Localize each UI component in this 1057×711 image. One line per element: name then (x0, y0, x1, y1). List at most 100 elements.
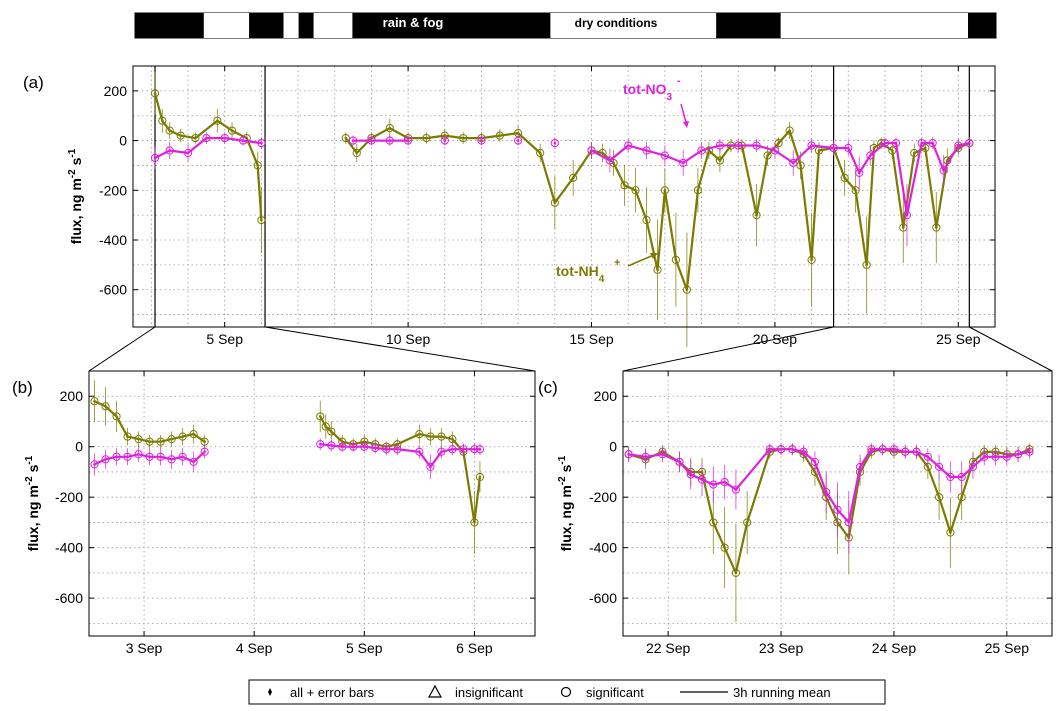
data-point-center (554, 201, 557, 204)
data-point-center (539, 152, 542, 155)
data-point-center (170, 438, 173, 441)
data-point-center (517, 132, 520, 135)
data-point-center (517, 139, 520, 142)
data-point-center (686, 288, 689, 291)
data-point-center (701, 478, 704, 481)
data-point-center (168, 149, 171, 152)
data-point-center (154, 92, 157, 95)
data-point-center (256, 164, 259, 167)
data-point-center (451, 438, 454, 441)
x-tick-label: 4 Sep (236, 640, 273, 656)
data-point-center (181, 435, 184, 438)
data-point-center (902, 226, 905, 229)
data-point-center (920, 142, 923, 145)
data-point-center (799, 164, 802, 167)
data-point-center (330, 444, 333, 447)
data-point-center (344, 137, 347, 140)
data-point-center (942, 169, 945, 172)
y-tick-label: -400 (55, 540, 83, 556)
data-point-center (847, 147, 850, 150)
weather-condition-bar (135, 13, 996, 38)
y-axis-label: flux, ng m-2 s-1 (24, 455, 41, 551)
data-point-center (935, 226, 938, 229)
legend-mean-label: 3h running mean (733, 685, 831, 700)
data-point-center (473, 448, 476, 451)
zoom-connector-b-left (89, 327, 155, 371)
data-point-center (869, 154, 872, 157)
data-point-center (385, 448, 388, 451)
data-point-center (957, 144, 960, 147)
data-point-center (960, 496, 963, 499)
data-point-center (755, 144, 758, 147)
data-point-center (656, 269, 659, 272)
data-point-center (137, 453, 140, 456)
x-tick-label: 5 Sep (346, 640, 383, 656)
panel-c-chart: 22 Sep 23 Sep 24 Sep 25 Sep2000-200-400-600… (538, 371, 1052, 656)
data-point-center (788, 129, 791, 132)
data-point-center (746, 521, 749, 524)
data-point-center (429, 435, 432, 438)
data-point-center (473, 521, 476, 524)
data-point-center (203, 450, 206, 453)
data-point-center (675, 259, 678, 262)
data-point-center (836, 509, 839, 512)
data-point-center (623, 184, 626, 187)
data-point-center (854, 189, 857, 192)
data-point-center (148, 456, 151, 459)
data-point-center (187, 152, 190, 155)
data-point-center (859, 466, 862, 469)
data-point-center (462, 448, 465, 451)
data-point-center (915, 450, 918, 453)
y-tick-label: -200 (589, 489, 617, 505)
data-point-center (780, 448, 783, 451)
data-point-center (159, 440, 162, 443)
data-point-center (572, 177, 575, 180)
data-point-center (388, 127, 391, 130)
y-axis-label: flux, ng m-2 s-1 (67, 148, 84, 244)
y-tick-label: -600 (99, 282, 127, 298)
y-tick-label: 200 (594, 388, 618, 404)
data-point-center (137, 438, 140, 441)
data-point-center (126, 435, 129, 438)
data-point-center (810, 259, 813, 262)
data-point-center (719, 159, 722, 162)
data-point-center (355, 152, 358, 155)
data-point-center (893, 448, 896, 451)
data-point-center (1017, 453, 1020, 456)
x-tick-label: 23 Sep (759, 640, 804, 656)
plot-area (89, 371, 535, 636)
data-point-center (891, 149, 894, 152)
data-point-center (766, 154, 769, 157)
data-point-center (440, 435, 443, 438)
data-point-center (159, 456, 162, 459)
data-point-center (1006, 456, 1009, 459)
data-point-center (231, 129, 234, 132)
data-point-center (818, 149, 821, 152)
data-point-center (884, 142, 887, 145)
data-point-center (774, 149, 777, 152)
data-point-center (825, 491, 828, 494)
data-point-center (330, 430, 333, 433)
data-point-center (719, 144, 722, 147)
data-point-center (148, 440, 151, 443)
data-point-center (192, 461, 195, 464)
data-point-center (260, 142, 263, 145)
y-tick-label: 0 (609, 439, 617, 455)
data-point-center (260, 219, 263, 222)
data-point-center (126, 456, 129, 459)
panel-a-chart: 5 Sep10 Sep15 Sep20 Sep25 Sep2000-200-40… (23, 66, 995, 347)
data-point-center (723, 481, 726, 484)
legend-significant-label: significant (586, 685, 644, 700)
x-tick-label: 3 Sep (126, 640, 163, 656)
data-point-center (179, 134, 182, 137)
zoom-connector-c-left (623, 327, 834, 371)
data-point-center (168, 129, 171, 132)
y-tick-label: -600 (589, 590, 617, 606)
legend-insignificant-label: insignificant (455, 685, 523, 700)
data-point-center (480, 139, 483, 142)
no3-label: tot-NO (623, 81, 667, 97)
no3-superscript: - (677, 75, 681, 87)
data-point-center (832, 147, 835, 150)
data-point-center (242, 139, 245, 142)
data-point-center (682, 162, 685, 165)
